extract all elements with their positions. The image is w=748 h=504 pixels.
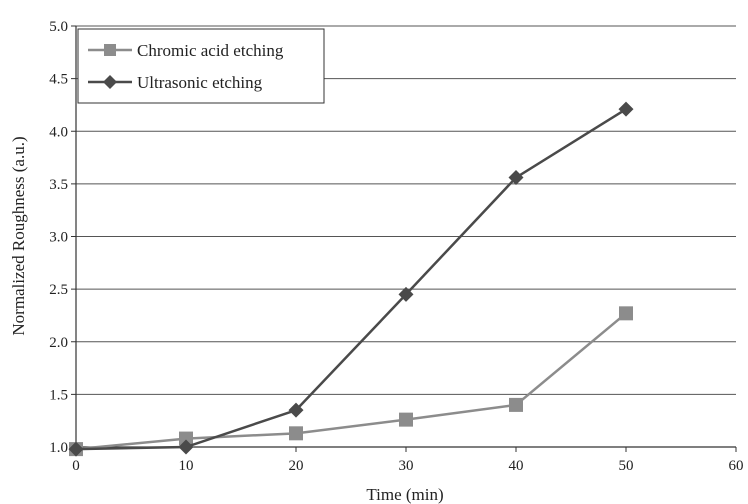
y-tick-label: 3.5 bbox=[49, 177, 68, 193]
data-point bbox=[179, 431, 193, 446]
y-tick-label: 4.5 bbox=[49, 72, 68, 88]
data-point bbox=[289, 426, 303, 441]
x-tick-label: 20 bbox=[289, 458, 304, 474]
y-tick-label: 3.0 bbox=[49, 230, 68, 246]
x-tick-label: 30 bbox=[399, 458, 414, 474]
y-axis-title: Normalized Roughness (a.u.) bbox=[9, 136, 28, 335]
x-axis-title: Time (min) bbox=[366, 485, 443, 504]
legend-marker bbox=[103, 75, 117, 89]
y-tick-label: 1.0 bbox=[49, 440, 68, 456]
x-tick-label: 60 bbox=[729, 458, 744, 474]
data-point bbox=[178, 439, 194, 455]
x-tick-label: 10 bbox=[179, 458, 194, 474]
data-point bbox=[619, 306, 633, 321]
series-line bbox=[75, 108, 627, 451]
tick-labels: 1.0 1.5 2.0 2.5 3.0 3.5 4.0 4.5 5.0 0 10 20 30 40 50 60 bbox=[49, 19, 743, 474]
legend-box bbox=[77, 28, 325, 104]
legend-marker bbox=[104, 44, 116, 56]
legend: Chromic acid etching Ultrasonic etching bbox=[77, 28, 325, 104]
legend-item-2: Ultrasonic etching bbox=[88, 73, 263, 92]
y-tick-label: 5.0 bbox=[49, 19, 68, 35]
data-point bbox=[509, 397, 523, 412]
x-tick-label: 40 bbox=[509, 458, 524, 474]
y-tick-label: 2.5 bbox=[49, 282, 68, 298]
series-2 bbox=[68, 101, 634, 457]
x-tick-label: 50 bbox=[619, 458, 634, 474]
legend-label: Ultrasonic etching bbox=[137, 73, 263, 92]
series-line bbox=[75, 312, 627, 451]
data-point bbox=[399, 412, 413, 427]
data-point bbox=[398, 286, 414, 302]
y-tick-label: 4.0 bbox=[49, 124, 68, 140]
data-point bbox=[68, 441, 84, 457]
series-layer bbox=[68, 101, 634, 457]
x-tick-label: 0 bbox=[72, 458, 80, 474]
data-point bbox=[288, 402, 304, 418]
y-tick-label: 1.5 bbox=[49, 387, 68, 403]
legend-label: Chromic acid etching bbox=[137, 41, 284, 60]
y-tick-label: 2.0 bbox=[49, 335, 68, 351]
data-point bbox=[618, 101, 634, 117]
data-point bbox=[508, 170, 524, 186]
legend-item-1: Chromic acid etching bbox=[88, 41, 284, 60]
gridlines bbox=[76, 25, 736, 448]
series-1 bbox=[69, 306, 633, 457]
